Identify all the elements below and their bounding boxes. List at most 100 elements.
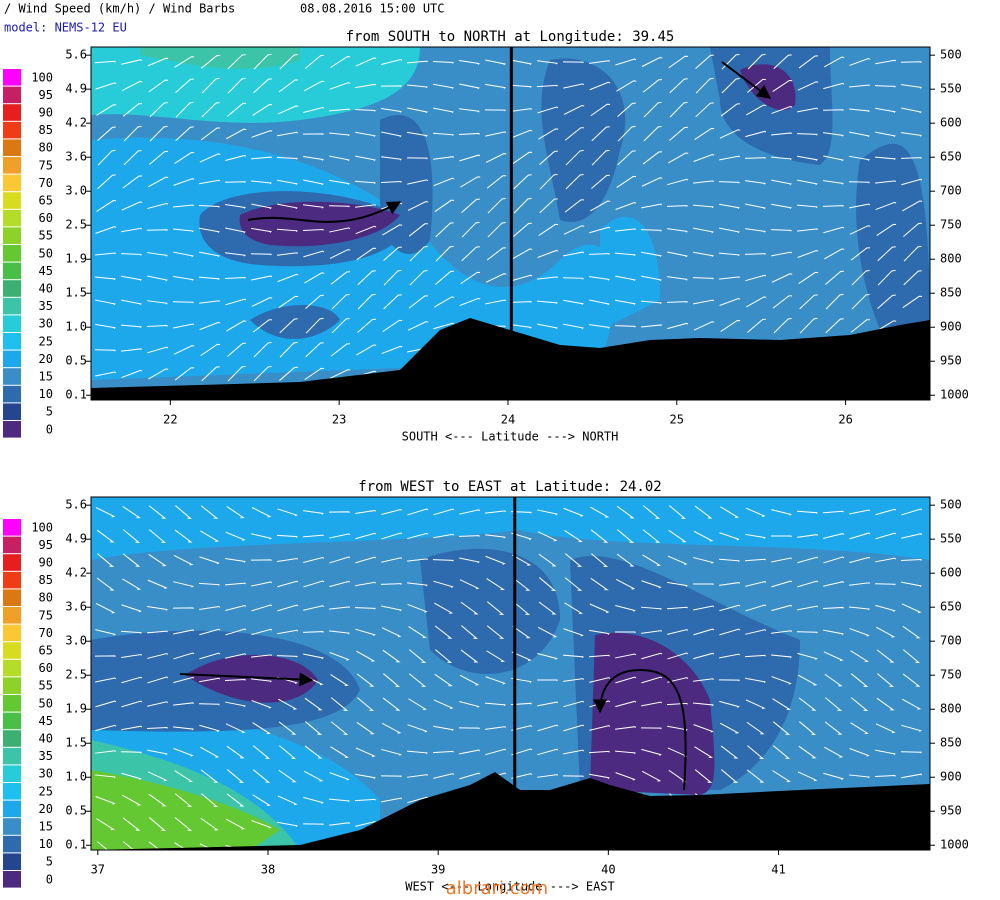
barb [589, 60, 610, 64]
barb [354, 798, 376, 802]
barb [825, 270, 844, 285]
height-label: 3.6 [65, 600, 87, 614]
barb [122, 553, 141, 567]
barb [693, 299, 715, 305]
barb [640, 229, 662, 232]
barb [797, 228, 818, 232]
barb [798, 271, 819, 284]
barb [537, 60, 558, 65]
barb [199, 179, 221, 185]
barb [383, 294, 402, 310]
barb [357, 318, 376, 333]
barb [408, 649, 427, 663]
barb [409, 245, 428, 262]
barb [875, 180, 896, 184]
barb [511, 324, 532, 329]
barb [461, 625, 479, 640]
barb [772, 745, 791, 759]
barb [875, 557, 897, 563]
barb [485, 59, 506, 66]
x-axis-label: WEST <--- Longitude ---> EAST [405, 880, 615, 894]
barb [667, 677, 689, 683]
barb [277, 252, 298, 256]
barb [875, 59, 897, 65]
barb [459, 297, 481, 307]
barb [175, 126, 194, 142]
barb [770, 156, 792, 161]
barb [641, 580, 662, 589]
barb [616, 80, 637, 92]
barb [435, 270, 454, 285]
barb [824, 746, 844, 758]
height-label: 0.1 [65, 388, 87, 402]
barb [303, 204, 324, 209]
barb [901, 603, 922, 614]
barb [642, 505, 661, 519]
barb [276, 534, 298, 538]
colorbar-label: 5 [46, 405, 53, 419]
barb [329, 82, 351, 90]
barb [201, 793, 219, 808]
barb [330, 721, 349, 735]
barb [149, 102, 168, 118]
barb [745, 130, 767, 138]
barb [849, 84, 870, 88]
barb [407, 724, 428, 733]
barb [667, 629, 689, 635]
barb [251, 507, 272, 518]
barb [458, 535, 480, 537]
barb [771, 604, 793, 612]
flow-arrow [593, 668, 687, 791]
barb [95, 774, 116, 779]
barb [770, 654, 792, 659]
barb [227, 342, 246, 357]
barb [719, 722, 740, 734]
barb [641, 324, 662, 328]
barb [512, 554, 532, 566]
barb [121, 299, 142, 306]
barb [797, 107, 819, 113]
colorbar-label: 15 [39, 820, 53, 834]
barb [850, 247, 870, 261]
barb [329, 822, 350, 826]
barb [120, 253, 142, 256]
barb [614, 252, 636, 257]
barb [146, 229, 168, 231]
barb [615, 700, 637, 708]
barb [355, 131, 376, 138]
barb [900, 61, 922, 63]
colorbar-box [3, 589, 21, 606]
barb [513, 174, 532, 190]
barb [565, 149, 584, 166]
colorbar-box [3, 104, 21, 121]
barb [720, 745, 739, 759]
y-tick-label: 500 [940, 48, 962, 62]
barb [383, 246, 402, 261]
barb [617, 150, 636, 166]
barb [198, 703, 220, 706]
barb [173, 251, 194, 258]
barb [407, 532, 429, 540]
barb [615, 228, 636, 232]
barb [563, 225, 585, 235]
colorbar-box [3, 385, 21, 403]
barb [719, 532, 740, 541]
barb [616, 175, 637, 188]
barb [175, 78, 194, 94]
barb [668, 55, 689, 69]
colorbar-box [3, 86, 21, 104]
barb [227, 365, 246, 382]
barb [564, 127, 584, 141]
barb [432, 132, 454, 136]
barb [666, 205, 688, 207]
height-label: 0.1 [65, 838, 87, 852]
barb [562, 61, 584, 64]
barb [95, 603, 116, 614]
barb [381, 627, 402, 638]
barb [173, 726, 194, 731]
height-label: 4.2 [65, 566, 87, 580]
barb [123, 841, 141, 856]
barb [693, 557, 714, 564]
barb [461, 246, 480, 262]
